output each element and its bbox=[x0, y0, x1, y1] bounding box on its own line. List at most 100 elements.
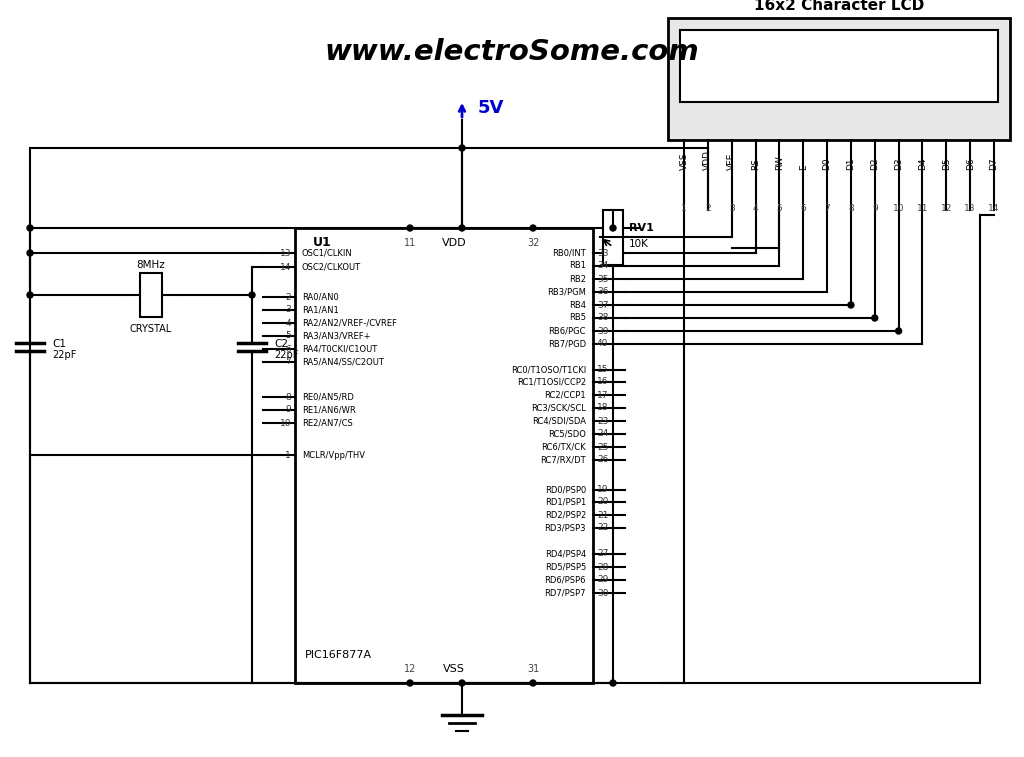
Bar bbox=[295, 228, 593, 683]
Text: 36: 36 bbox=[597, 288, 608, 297]
Text: RB1: RB1 bbox=[569, 261, 586, 270]
Text: RV1: RV1 bbox=[629, 223, 654, 233]
Text: PIC16F877A: PIC16F877A bbox=[305, 650, 372, 660]
Bar bbox=[668, 18, 1010, 140]
Text: 16x2 Character LCD: 16x2 Character LCD bbox=[754, 0, 924, 14]
Circle shape bbox=[896, 328, 901, 334]
Circle shape bbox=[610, 225, 616, 231]
Text: 39: 39 bbox=[597, 326, 608, 335]
Text: 34: 34 bbox=[597, 261, 608, 270]
Text: 16: 16 bbox=[597, 378, 608, 387]
Text: 8: 8 bbox=[848, 204, 854, 213]
Text: 5V: 5V bbox=[478, 99, 505, 117]
Text: 24: 24 bbox=[597, 429, 608, 438]
Text: RC3/SCK/SCL: RC3/SCK/SCL bbox=[531, 403, 586, 413]
Text: VDD: VDD bbox=[441, 238, 466, 248]
Text: 20: 20 bbox=[597, 497, 608, 506]
Text: 13: 13 bbox=[280, 248, 291, 257]
Text: 10: 10 bbox=[280, 419, 291, 428]
Text: 6: 6 bbox=[286, 344, 291, 354]
Text: 27: 27 bbox=[597, 550, 608, 559]
Text: RE0/AN5/RD: RE0/AN5/RD bbox=[302, 392, 354, 401]
Bar bbox=[680, 30, 998, 102]
Text: E: E bbox=[799, 164, 808, 170]
Text: 6: 6 bbox=[801, 204, 806, 213]
Text: D7: D7 bbox=[989, 157, 998, 170]
Text: RD3/PSP3: RD3/PSP3 bbox=[545, 524, 586, 532]
Text: 11: 11 bbox=[916, 204, 928, 213]
Text: VEE: VEE bbox=[727, 153, 736, 170]
Text: 1: 1 bbox=[286, 450, 291, 459]
Text: RA5/AN4/SS/C2OUT: RA5/AN4/SS/C2OUT bbox=[302, 357, 384, 366]
Text: D1: D1 bbox=[847, 157, 855, 170]
Text: 2: 2 bbox=[286, 292, 291, 301]
Text: 22: 22 bbox=[597, 524, 608, 532]
Text: RC4/SDI/SDA: RC4/SDI/SDA bbox=[532, 416, 586, 425]
Circle shape bbox=[407, 680, 413, 686]
Text: 31: 31 bbox=[527, 664, 539, 674]
Text: RA4/T0CKI/C1OUT: RA4/T0CKI/C1OUT bbox=[302, 344, 377, 354]
Text: RD2/PSP2: RD2/PSP2 bbox=[545, 510, 586, 519]
Text: 4: 4 bbox=[286, 319, 291, 328]
Text: 28: 28 bbox=[597, 562, 608, 572]
Text: RA2/AN2/VREF-/CVREF: RA2/AN2/VREF-/CVREF bbox=[302, 319, 397, 328]
Text: RB6/PGC: RB6/PGC bbox=[549, 326, 586, 335]
Text: RB4: RB4 bbox=[569, 301, 586, 310]
Text: 37: 37 bbox=[597, 301, 608, 310]
Text: MCLR/Vpp/THV: MCLR/Vpp/THV bbox=[302, 450, 365, 459]
Text: RC1/T1OSI/CCP2: RC1/T1OSI/CCP2 bbox=[517, 378, 586, 387]
Circle shape bbox=[27, 292, 33, 298]
Text: 2: 2 bbox=[706, 204, 711, 213]
Bar bbox=[140, 273, 162, 317]
Text: 8MHz: 8MHz bbox=[136, 260, 165, 270]
Text: U1: U1 bbox=[313, 236, 332, 250]
Bar bbox=[603, 210, 623, 265]
Text: 9: 9 bbox=[286, 406, 291, 415]
Text: RC7/RX/DT: RC7/RX/DT bbox=[541, 456, 586, 465]
Text: 13: 13 bbox=[965, 204, 976, 213]
Text: RD1/PSP1: RD1/PSP1 bbox=[545, 497, 586, 506]
Text: RA0/AN0: RA0/AN0 bbox=[302, 292, 339, 301]
Text: RD6/PSP6: RD6/PSP6 bbox=[545, 575, 586, 584]
Text: 40: 40 bbox=[597, 339, 608, 348]
Text: RE2/AN7/CS: RE2/AN7/CS bbox=[302, 419, 352, 428]
Text: D0: D0 bbox=[822, 157, 831, 170]
Text: www.electroSome.com: www.electroSome.com bbox=[325, 38, 699, 66]
Text: 8: 8 bbox=[286, 392, 291, 401]
Text: OSC1/CLKIN: OSC1/CLKIN bbox=[302, 248, 352, 257]
Text: D6: D6 bbox=[966, 157, 975, 170]
Text: 35: 35 bbox=[597, 275, 608, 284]
Circle shape bbox=[871, 315, 878, 321]
Text: 15: 15 bbox=[597, 366, 608, 375]
Text: RB7/PGD: RB7/PGD bbox=[548, 339, 586, 348]
Text: RA1/AN1: RA1/AN1 bbox=[302, 306, 339, 314]
Text: 7: 7 bbox=[824, 204, 829, 213]
Text: RW: RW bbox=[775, 155, 784, 170]
Text: RA3/AN3/VREF+: RA3/AN3/VREF+ bbox=[302, 332, 371, 341]
Text: RD7/PSP7: RD7/PSP7 bbox=[545, 588, 586, 597]
Circle shape bbox=[459, 145, 465, 151]
Text: RB0/INT: RB0/INT bbox=[552, 248, 586, 257]
Circle shape bbox=[249, 292, 255, 298]
Text: C1: C1 bbox=[52, 339, 66, 349]
Text: 23: 23 bbox=[597, 416, 608, 425]
Text: 22pF: 22pF bbox=[52, 350, 77, 360]
Text: 21: 21 bbox=[597, 510, 608, 519]
Circle shape bbox=[530, 680, 536, 686]
Text: RB2: RB2 bbox=[569, 275, 586, 284]
Text: D2: D2 bbox=[870, 157, 880, 170]
Text: 25: 25 bbox=[597, 443, 608, 451]
Text: 32: 32 bbox=[526, 238, 540, 248]
Text: RC5/SDO: RC5/SDO bbox=[548, 429, 586, 438]
Text: 1: 1 bbox=[681, 204, 687, 213]
Text: RB3/PGM: RB3/PGM bbox=[547, 288, 586, 297]
Text: 19: 19 bbox=[597, 485, 608, 494]
Text: 30: 30 bbox=[597, 588, 608, 597]
Circle shape bbox=[848, 302, 854, 308]
Text: RC2/CCP1: RC2/CCP1 bbox=[545, 391, 586, 400]
Text: RS: RS bbox=[751, 158, 760, 170]
Text: RD4/PSP4: RD4/PSP4 bbox=[545, 550, 586, 559]
Text: 10: 10 bbox=[893, 204, 904, 213]
Circle shape bbox=[610, 680, 616, 686]
Text: D4: D4 bbox=[918, 157, 927, 170]
